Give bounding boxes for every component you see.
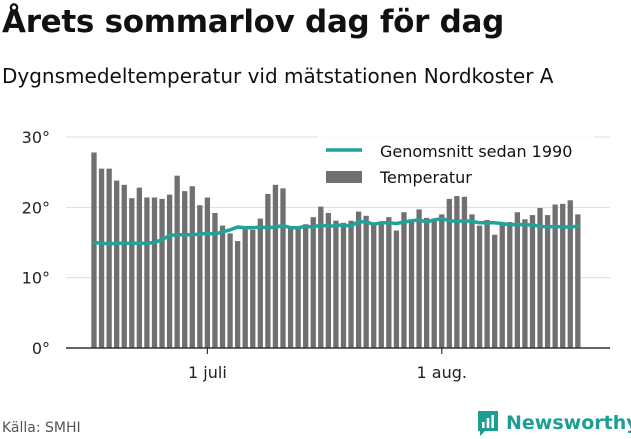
- temperature-bar: [98, 168, 105, 348]
- source-note: Källa: SMHI: [2, 420, 81, 436]
- temperature-bar: [469, 214, 475, 348]
- temperature-bar: [567, 200, 573, 348]
- temperature-bar: [575, 214, 581, 348]
- temperature-bar: [310, 217, 316, 348]
- legend-label-temperature: Temperatur: [379, 168, 472, 187]
- temperature-bar: [454, 196, 460, 348]
- temperature-bar: [121, 184, 127, 348]
- temperature-bar: [144, 197, 150, 348]
- temperature-bar: [272, 184, 279, 348]
- temperature-bar: [423, 217, 430, 348]
- temperature-bar: [151, 197, 158, 348]
- temperature-bar: [318, 206, 324, 348]
- chart-subtitle: Dygnsmedeltemperatur vid mätstationen No…: [2, 64, 554, 88]
- temperature-bar: [552, 204, 558, 348]
- temperature-bar: [234, 241, 241, 348]
- temperature-bar: [560, 203, 566, 348]
- temperature-bar: [114, 180, 120, 348]
- y-tick-label: 10°: [22, 269, 50, 288]
- temperature-bar: [242, 227, 248, 348]
- temperature-bar: [340, 222, 347, 348]
- temperature-bar: [431, 218, 437, 348]
- temperature-bar: [484, 219, 490, 348]
- newsworthy-logo-icon: [478, 411, 498, 436]
- temperature-bar: [136, 187, 143, 348]
- temperature-bar: [507, 222, 513, 348]
- legend-label-average: Genomsnitt sedan 1990: [380, 142, 572, 161]
- y-tick-label: 30°: [22, 128, 50, 147]
- legend-bar-swatch: [326, 171, 362, 183]
- temperature-bar: [182, 191, 188, 348]
- temperature-chart: 0° 10° 20° 30° 1 juli 1 aug. Genomsnitt sedan…: [22, 128, 610, 382]
- temperature-bar: [348, 220, 354, 348]
- temperature-bar: [522, 219, 528, 348]
- temperature-bar: [499, 224, 505, 348]
- temperature-bar: [371, 222, 377, 348]
- brand-name: Newsworthy: [506, 412, 631, 434]
- temperature-bar: [303, 224, 309, 348]
- temperature-bar: [401, 212, 407, 348]
- temperature-bars: [91, 152, 581, 348]
- temperature-bar: [393, 230, 400, 348]
- temperature-bar: [386, 217, 392, 348]
- temperature-bar: [204, 197, 211, 348]
- temperature-bar: [219, 225, 226, 348]
- temperature-bar: [408, 222, 415, 348]
- temperature-bar: [537, 208, 543, 348]
- temperature-bar: [439, 214, 445, 348]
- chart-title: Årets sommarlov dag för dag: [2, 4, 505, 40]
- temperature-bar: [257, 218, 263, 348]
- temperature-bar: [461, 196, 468, 348]
- temperature-bar: [189, 186, 195, 348]
- brand-logo: Newsworthy: [476, 409, 631, 437]
- y-tick-label: 0°: [32, 339, 50, 358]
- temperature-bar: [476, 225, 483, 348]
- temperature-bar: [91, 152, 97, 348]
- temperature-bar: [325, 212, 332, 348]
- x-tick-label: 1 aug.: [417, 363, 467, 382]
- temperature-bar: [227, 233, 233, 348]
- temperature-bar: [197, 205, 203, 348]
- temperature-bar: [250, 229, 256, 348]
- axes: 0° 10° 20° 30° 1 juli 1 aug.: [22, 128, 610, 382]
- average-line: [92, 216, 580, 246]
- temperature-bar: [378, 222, 384, 348]
- legend-background: [318, 136, 594, 191]
- temperature-bar: [333, 220, 339, 348]
- temperature-bar: [159, 198, 165, 348]
- temperature-bar: [363, 215, 369, 348]
- temperature-bar: [416, 209, 422, 348]
- legend: Genomsnitt sedan 1990 Temperatur: [318, 136, 594, 191]
- temperature-bar: [166, 194, 173, 348]
- temperature-bar: [265, 193, 271, 348]
- average-line-group: [92, 216, 580, 246]
- y-tick-label: 20°: [22, 198, 50, 217]
- temperature-bar: [446, 198, 452, 348]
- temperature-bar: [492, 234, 498, 348]
- temperature-bar: [355, 211, 362, 348]
- temperature-bar: [544, 215, 551, 348]
- temperature-bar: [106, 168, 112, 348]
- temperature-bar: [287, 226, 294, 348]
- temperature-bar: [529, 215, 536, 348]
- temperature-bar: [280, 188, 286, 348]
- temperature-bar: [174, 175, 180, 348]
- temperature-bar: [514, 212, 521, 348]
- temperature-bar: [295, 227, 301, 348]
- temperature-bar: [212, 212, 218, 348]
- x-tick-label: 1 juli: [188, 363, 227, 382]
- temperature-bar: [129, 198, 135, 348]
